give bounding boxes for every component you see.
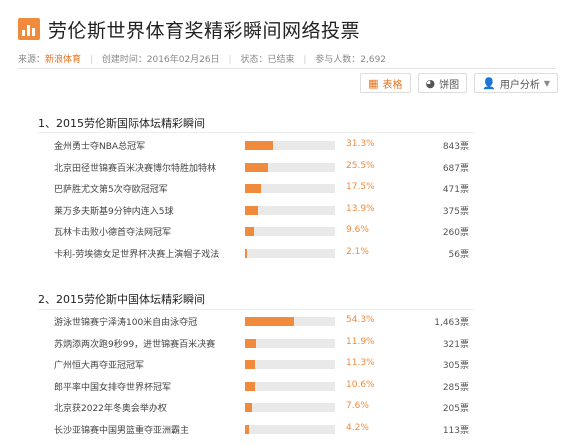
user-icon: 👤: [482, 76, 496, 90]
option-votes: 260票: [442, 228, 469, 238]
poll-option-row: 广州恒大再夺亚冠冠军 11.3% 305票: [0, 354, 570, 374]
page-title: 劳伦斯世界体育奖精彩瞬间网络投票: [48, 19, 361, 42]
progress-fill: [245, 317, 294, 326]
option-percent: 54.3%: [346, 315, 375, 325]
progress-fill: [245, 141, 273, 150]
table-icon: ▦: [368, 76, 379, 90]
bar-chart-icon: [18, 18, 40, 40]
progress-fill: [245, 381, 255, 391]
poll-option-row: 郎平率中国女排夺世界杯冠军 10.6% 285票: [0, 376, 570, 396]
option-percent: 17.5%: [346, 182, 375, 192]
poll-option-row: 苏炳添两次跑9秒99，进世锦赛百米决赛 11.9% 321票: [0, 333, 570, 353]
created-time: 创建时间：2016年02月26日: [101, 55, 220, 65]
option-votes: 205票: [442, 404, 469, 414]
option-votes: 687票: [442, 163, 469, 174]
option-votes: 56票: [448, 249, 469, 260]
progress-bar: [245, 403, 335, 412]
option-label: 瓦林卡击败小德首夺法网冠军: [54, 228, 172, 238]
source-link[interactable]: 新浪体育: [45, 55, 82, 65]
progress-bar: [245, 162, 335, 172]
option-votes: 305票: [442, 361, 469, 371]
option-votes: 285票: [442, 382, 469, 393]
status: 状态：已结束: [240, 55, 295, 65]
option-percent: 2.1%: [346, 246, 369, 257]
poll-option-row: 长沙亚锦赛中国男篮重夺亚洲霸主 4.2% 113票: [0, 419, 570, 439]
tab-user-analysis[interactable]: 👤 用户分析 ▼: [474, 73, 558, 93]
option-percent: 25.5%: [346, 160, 375, 171]
section-title: 1、2015劳伦斯国际体坛精彩瞬间: [38, 117, 205, 130]
view-tabs: ▦ 表格 ◕ 饼图 👤 用户分析 ▼: [353, 73, 558, 93]
meta-info: 来源：新浪体育 | 创建时间：2016年02月26日 | 状态：已结束 | 参与…: [18, 55, 387, 65]
progress-fill: [245, 424, 249, 434]
progress-fill: [245, 248, 247, 258]
poll-option-row: 北京获2022年冬奥会举办权 7.6% 205票: [0, 397, 570, 417]
progress-bar: [245, 381, 335, 391]
option-percent: 9.6%: [346, 225, 369, 235]
progress-bar: [245, 248, 335, 258]
progress-fill: [245, 338, 256, 348]
option-label: 巴萨胜尤文第5次夺欧冠冠军: [54, 185, 168, 195]
progress-bar: [245, 227, 335, 236]
participants: 参与人数：2,692: [315, 55, 387, 65]
chevron-down-icon: ▼: [543, 78, 550, 88]
progress-bar: [245, 338, 335, 348]
progress-fill: [245, 360, 255, 369]
poll-option-row: 金州勇士夺NBA总冠军 31.3% 843票: [0, 135, 570, 155]
option-votes: 321票: [442, 339, 469, 350]
section-divider: [38, 132, 474, 133]
option-label: 长沙亚锦赛中国男篮重夺亚洲霸主: [54, 425, 190, 436]
progress-fill: [245, 403, 252, 412]
section-title: 2、2015劳伦斯中国体坛精彩瞬间: [38, 293, 205, 306]
section-divider: [38, 309, 474, 310]
progress-fill: [245, 227, 254, 236]
option-votes: 843票: [442, 142, 469, 152]
poll-option-row: 卡利-劳埃德女足世界杯决赛上演帽子戏法 2.1% 56票: [0, 243, 570, 263]
option-votes: 1,463票: [434, 318, 469, 328]
tab-pie[interactable]: ◕ 饼图: [417, 73, 468, 93]
option-label: 苏炳添两次跑9秒99，进世锦赛百米决赛: [54, 339, 216, 350]
divider: [18, 68, 556, 69]
pie-icon: ◕: [425, 76, 436, 90]
option-label: 郎平率中国女排夺世界杯冠军: [54, 382, 172, 393]
header: 劳伦斯世界体育奖精彩瞬间网络投票: [18, 14, 360, 44]
option-label: 莱万多夫斯基9分钟内连入5球: [54, 206, 174, 217]
option-label: 北京获2022年冬奥会举办权: [54, 404, 167, 414]
option-label: 北京田径世锦赛百米决赛博尔特胜加特林: [54, 163, 217, 174]
option-percent: 7.6%: [346, 401, 369, 411]
option-label: 游泳世锦赛宁泽涛100米自由泳夺冠: [54, 318, 198, 328]
option-label: 广州恒大再夺亚冠冠军: [54, 361, 145, 371]
option-percent: 10.6%: [346, 379, 375, 390]
option-percent: 31.3%: [346, 139, 375, 149]
option-votes: 113票: [442, 425, 469, 436]
option-votes: 375票: [442, 206, 469, 217]
tab-table[interactable]: ▦ 表格: [360, 73, 411, 93]
option-label: 金州勇士夺NBA总冠军: [54, 142, 146, 152]
progress-fill: [245, 162, 268, 172]
progress-bar: [245, 184, 335, 193]
poll-option-row: 巴萨胜尤文第5次夺欧冠冠军 17.5% 471票: [0, 178, 570, 198]
option-percent: 13.9%: [346, 203, 375, 214]
poll-option-row: 瓦林卡击败小德首夺法网冠军 9.6% 260票: [0, 221, 570, 241]
progress-bar: [245, 424, 335, 434]
progress-bar: [245, 141, 335, 150]
option-percent: 11.9%: [346, 336, 375, 347]
option-label: 卡利-劳埃德女足世界杯决赛上演帽子戏法: [54, 249, 220, 260]
source-label: 来源：: [18, 55, 46, 65]
progress-bar: [245, 205, 335, 215]
progress-bar: [245, 317, 335, 326]
option-percent: 11.3%: [346, 358, 375, 368]
poll-option-row: 北京田径世锦赛百米决赛博尔特胜加特林 25.5% 687票: [0, 157, 570, 177]
poll-option-row: 游泳世锦赛宁泽涛100米自由泳夺冠 54.3% 1,463票: [0, 311, 570, 331]
option-percent: 4.2%: [346, 422, 369, 433]
progress-fill: [245, 184, 261, 193]
poll-option-row: 莱万多夫斯基9分钟内连入5球 13.9% 375票: [0, 200, 570, 220]
progress-bar: [245, 360, 335, 369]
option-votes: 471票: [442, 185, 469, 195]
progress-fill: [245, 205, 258, 215]
